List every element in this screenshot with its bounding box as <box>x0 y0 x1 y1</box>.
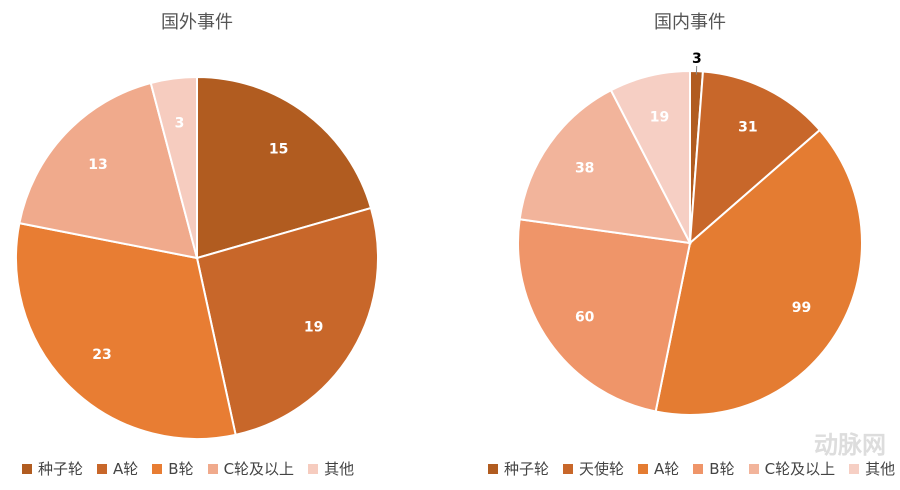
legend-swatch <box>207 463 218 474</box>
legend-label: 天使轮 <box>579 460 625 478</box>
legend-label: C轮及以上 <box>223 460 295 478</box>
legend-swatch <box>748 463 759 474</box>
legend-item: B轮 <box>693 458 735 479</box>
data-label: 19 <box>304 320 323 336</box>
legend-item: B轮 <box>152 458 194 479</box>
legend-label: 其他 <box>324 460 355 478</box>
legend-swatch <box>97 463 108 474</box>
legend-item: 其他 <box>849 458 895 479</box>
data-label: 15 <box>269 142 288 158</box>
legend-label: B轮 <box>709 460 735 478</box>
legend-item: 种子轮 <box>488 458 549 479</box>
pie-slice <box>195 206 379 437</box>
data-label: 3 <box>175 115 185 131</box>
pie-slice <box>196 75 373 260</box>
legend-swatch <box>22 463 32 474</box>
legend-item: 种子轮 <box>22 458 83 479</box>
watermark: 动脉网 <box>814 431 886 459</box>
pie-slice <box>688 70 822 246</box>
data-label: 60 <box>575 310 595 326</box>
data-label: 19 <box>650 110 669 126</box>
legend-item: C轮及以上 <box>207 458 295 479</box>
pie-slice <box>518 88 692 245</box>
legend-label: 种子轮 <box>38 460 84 478</box>
legend-item: A轮 <box>97 458 138 479</box>
pie-slice <box>654 128 863 416</box>
legend-swatch <box>488 463 498 474</box>
legend-label: B轮 <box>168 460 194 478</box>
data-label: 23 <box>92 347 111 363</box>
chart-title: 国内事件 <box>654 12 726 33</box>
legend: 种子轮 天使轮 A轮 B轮 C轮及以上 其他 <box>488 458 895 479</box>
pie-slice <box>517 218 692 413</box>
legend-item: 其他 <box>308 458 354 479</box>
data-label: 38 <box>575 160 594 176</box>
pie-slice <box>149 75 198 259</box>
pie-slice <box>18 81 199 260</box>
chart-title: 国外事件 <box>161 12 233 33</box>
legend-swatch <box>693 463 704 474</box>
legend-label: A轮 <box>654 460 680 478</box>
pie-slice <box>15 221 237 440</box>
legend-label: C轮及以上 <box>764 460 836 478</box>
legend-item: A轮 <box>638 458 679 479</box>
legend-label: A轮 <box>113 460 139 478</box>
data-label: 3 <box>692 51 702 67</box>
legend: 种子轮 A轮 B轮 C轮及以上 其他 <box>22 458 354 479</box>
data-label: 13 <box>88 157 107 173</box>
legend-item: 天使轮 <box>563 458 624 479</box>
data-label: 31 <box>738 120 757 136</box>
legend-item: C轮及以上 <box>748 458 836 479</box>
legend-swatch <box>152 463 163 474</box>
legend-label: 其他 <box>865 460 896 478</box>
data-label: 99 <box>792 300 811 316</box>
legend-swatch <box>308 463 319 474</box>
legend-swatch <box>638 463 649 474</box>
legend-label: 种子轮 <box>504 460 550 478</box>
legend-swatch <box>849 463 860 474</box>
pie-slice <box>609 69 691 244</box>
legend-swatch <box>563 463 574 474</box>
